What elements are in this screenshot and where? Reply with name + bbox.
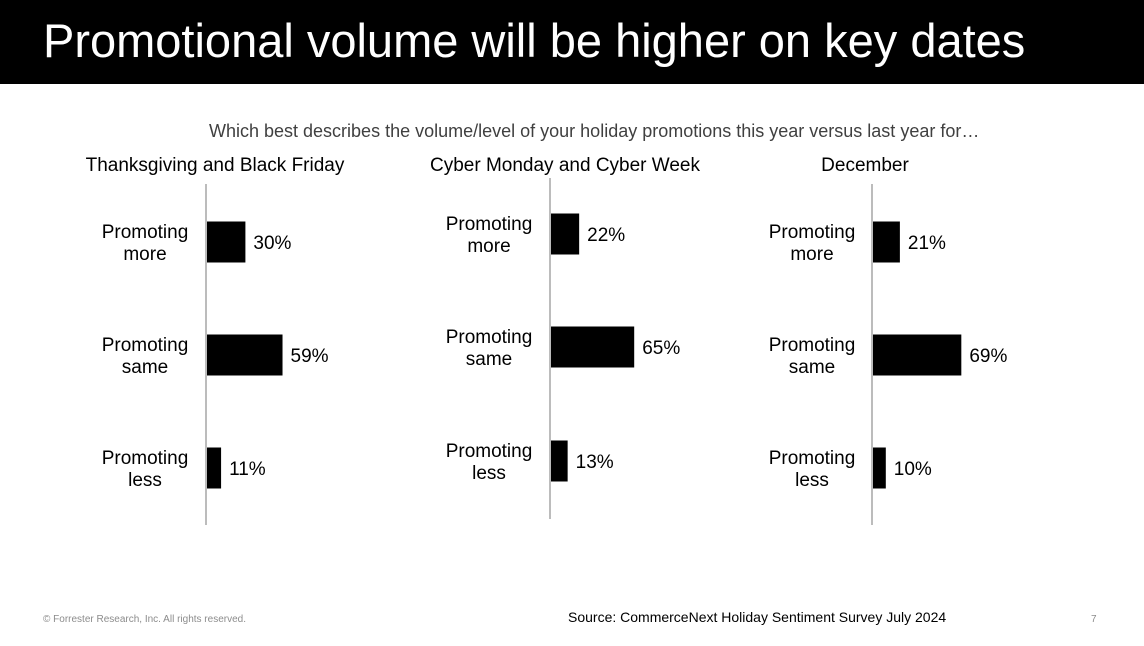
category-label-line: more	[123, 244, 166, 265]
category-label: Promoting same	[102, 335, 189, 378]
category-label: Promoting same	[769, 335, 856, 378]
category-label-line: less	[472, 463, 506, 484]
data-label: 13%	[576, 452, 614, 473]
category-label: Promoting same	[446, 327, 533, 370]
category-label-line: less	[128, 470, 162, 491]
category-label-line: Promoting	[446, 441, 533, 462]
category-label-line: more	[790, 244, 833, 265]
category-label-line: Promoting	[102, 448, 189, 469]
category-label-line: Promoting	[102, 335, 189, 356]
category-label-line: Promoting	[446, 327, 533, 348]
title-bar: Promotional volume will be higher on key…	[0, 0, 1144, 84]
category-label: Promoting more	[446, 214, 533, 257]
category-label-line: same	[466, 349, 512, 370]
chart-title: Thanksgiving and Black Friday	[86, 155, 345, 176]
category-label: Promoting more	[102, 222, 189, 265]
category-label: Promoting less	[769, 448, 856, 491]
bar	[207, 334, 283, 376]
page-number: 7	[1091, 614, 1097, 625]
category-label: Promoting less	[446, 441, 533, 484]
data-label: 69%	[969, 346, 1007, 367]
category-label-line: more	[467, 236, 510, 257]
page-title: Promotional volume will be higher on key…	[43, 14, 1026, 67]
data-label: 11%	[229, 459, 266, 480]
category-label-line: Promoting	[769, 335, 856, 356]
category-label-line: same	[122, 357, 168, 378]
category-label-line: less	[795, 470, 829, 491]
bar	[207, 447, 222, 489]
chart-title: December	[821, 155, 909, 176]
data-label: 21%	[908, 233, 946, 254]
category-label-line: same	[789, 357, 835, 378]
bar	[551, 326, 635, 368]
data-label: 59%	[291, 346, 329, 367]
category-label-line: Promoting	[102, 222, 189, 243]
category-label: Promoting more	[769, 222, 856, 265]
category-label-line: Promoting	[769, 222, 856, 243]
data-label: 22%	[587, 225, 625, 246]
survey-question: Which best describes the volume/level of…	[209, 121, 980, 141]
data-label: 65%	[642, 338, 680, 359]
source-note: Source: CommerceNext Holiday Sentiment S…	[568, 609, 947, 625]
copyright-notice: © Forrester Research, Inc. All rights re…	[43, 614, 246, 625]
bar	[551, 213, 580, 255]
bar	[551, 440, 568, 482]
data-label: 30%	[253, 233, 291, 254]
bar	[873, 334, 962, 376]
category-label: Promoting less	[102, 448, 189, 491]
chart-title: Cyber Monday and Cyber Week	[430, 155, 700, 176]
category-label-line: Promoting	[446, 214, 533, 235]
bar	[873, 221, 900, 263]
data-label: 10%	[894, 459, 932, 480]
bar	[207, 221, 246, 263]
category-label-line: Promoting	[769, 448, 856, 469]
bar	[873, 447, 886, 489]
